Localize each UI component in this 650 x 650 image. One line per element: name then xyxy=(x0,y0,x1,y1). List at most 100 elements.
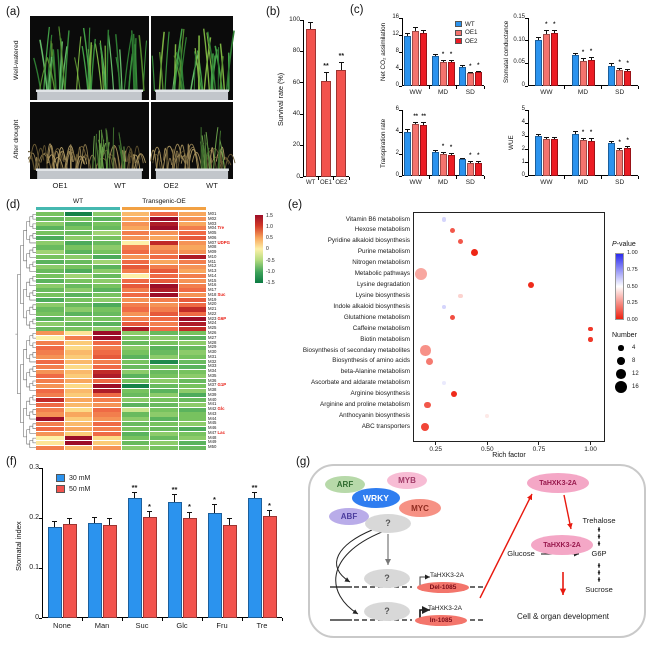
heatmap-row-label: M07 UDPG xyxy=(208,239,230,245)
heatmap-cell xyxy=(64,379,92,384)
heatmap-cell xyxy=(64,441,92,446)
tahxk3-protein-2: TaHXK3-2A xyxy=(531,535,593,555)
x-category-label: None xyxy=(53,621,71,630)
y-tick-label: 40 xyxy=(292,109,300,117)
heatmap-cell xyxy=(150,402,178,408)
x-category-label: Man xyxy=(94,621,110,630)
grass-blade xyxy=(52,49,57,92)
x-tick-label: 1.00 xyxy=(584,446,597,453)
legend-swatch-OE2 xyxy=(455,38,462,44)
error-cap xyxy=(609,141,615,143)
metabolite-annotation: Lac xyxy=(216,429,225,435)
y-tick-label: 20 xyxy=(292,141,300,149)
green-grass-blade xyxy=(106,129,111,171)
heatmap-row-label: M29 xyxy=(208,344,217,350)
heatmap-cell xyxy=(36,302,64,307)
pathway-label: beta-Alanine metabolism xyxy=(340,368,410,376)
heatmap-cell xyxy=(121,245,149,250)
significance-label: * xyxy=(469,63,472,70)
heatmap-cell xyxy=(178,393,206,398)
heatmap-cell xyxy=(121,254,149,260)
tray-rim xyxy=(155,168,229,171)
error-bar xyxy=(214,504,215,513)
x-tick xyxy=(435,442,437,445)
heatmap-row-label: M17 xyxy=(208,287,217,293)
heatmap-cell xyxy=(93,340,121,345)
error-cap xyxy=(625,145,631,147)
pathway-label: Hexose metabolism xyxy=(354,226,410,234)
y-tick xyxy=(39,517,42,519)
heatmap-cell xyxy=(150,388,178,393)
error-cap xyxy=(187,511,192,513)
y-tick-label: 0 xyxy=(521,82,525,88)
error-bar xyxy=(54,520,55,527)
heatmap-cell xyxy=(36,259,64,264)
col-label-oe2: OE2 xyxy=(163,181,179,190)
heatmap-cell xyxy=(93,240,121,245)
bar xyxy=(542,139,550,176)
y-tick-label: 0.10 xyxy=(513,36,525,43)
error-cap xyxy=(543,137,549,139)
heatmap-cell xyxy=(64,245,92,250)
oe-group-bar xyxy=(122,207,206,210)
error-cap xyxy=(551,30,557,32)
panel-b-label: (b) xyxy=(266,6,281,18)
heatmap-cell xyxy=(93,445,121,450)
bar xyxy=(608,143,616,176)
unknown-factor-1: ? xyxy=(365,513,411,533)
y-tick xyxy=(525,175,528,177)
heatmap-cell xyxy=(64,264,92,269)
grass-blade xyxy=(173,28,183,92)
heatmap-cell xyxy=(121,340,149,345)
pvalue-tick-label: 0.25 xyxy=(627,300,638,307)
bar xyxy=(474,72,482,86)
error-cap xyxy=(440,59,446,61)
heatmap-cell xyxy=(178,312,206,317)
heatmap-cell xyxy=(64,369,92,374)
heatmap-cell xyxy=(93,331,121,336)
green-grass-blade xyxy=(201,135,206,171)
bubble xyxy=(485,261,490,266)
tray xyxy=(155,92,229,100)
photo-background xyxy=(30,102,149,179)
y-tick xyxy=(39,467,42,469)
grass-blade xyxy=(158,51,164,92)
significance-label: * xyxy=(213,494,216,504)
heatmap-cell xyxy=(64,221,92,226)
y-tick-label: 100 xyxy=(289,15,300,23)
heatmap-row-label: M38 xyxy=(208,387,217,393)
heatmap-cell xyxy=(93,359,121,365)
tf-node-abf: ABF xyxy=(329,507,369,525)
grass-blade xyxy=(138,35,145,92)
heatmap-cell xyxy=(178,297,206,302)
pvalue-legend-title: P-value xyxy=(612,241,636,248)
significance-label: * xyxy=(626,60,629,67)
grass-blade xyxy=(207,31,217,92)
heatmap-cell xyxy=(121,307,149,312)
tray xyxy=(37,92,142,100)
significance-label: ** xyxy=(251,482,258,492)
error-cap xyxy=(252,492,257,493)
heatmap-cell xyxy=(150,326,178,331)
y-tick-label: 0 xyxy=(395,82,399,88)
heatmap-cell xyxy=(178,259,206,264)
heatmap-row-label: M45 xyxy=(208,420,217,426)
heatmap-cell xyxy=(178,326,206,331)
heatmap-cell xyxy=(93,216,121,221)
error-bar xyxy=(553,30,555,34)
heatmap-row-label: M11 xyxy=(208,258,217,264)
error-bar xyxy=(229,517,230,525)
heatmap-cell xyxy=(93,226,121,231)
heatmap-row-label: M25 xyxy=(208,325,217,331)
significance-label: * xyxy=(268,500,271,510)
x-tick-label: 0.75 xyxy=(532,446,546,453)
y-tick-label: 0.2 xyxy=(29,513,39,521)
heatmap-cell xyxy=(150,374,178,379)
heatmap-cell xyxy=(121,359,149,365)
error-cap xyxy=(617,147,623,149)
y-tick xyxy=(39,617,42,619)
error-cap xyxy=(535,133,541,135)
legend-label-OE1: OE1 xyxy=(465,29,478,36)
heatmap-cell xyxy=(93,212,121,217)
plant-photos xyxy=(28,16,236,179)
